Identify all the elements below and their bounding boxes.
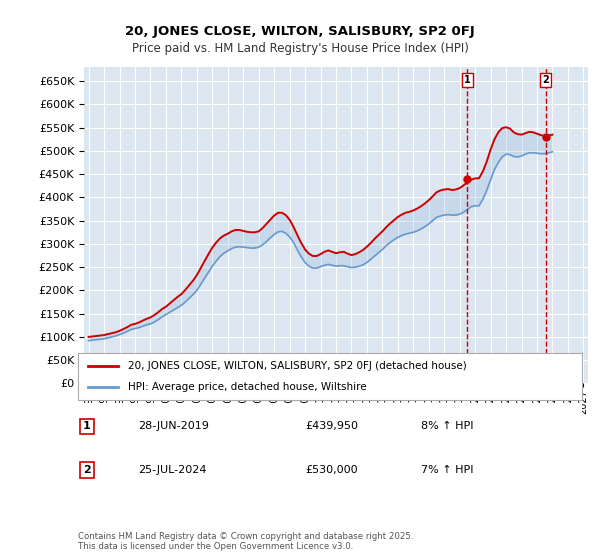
Text: 2: 2 [542,75,549,85]
Text: 8% ↑ HPI: 8% ↑ HPI [421,421,473,431]
Text: 1: 1 [83,421,91,431]
Text: £530,000: £530,000 [305,465,358,475]
Text: £439,950: £439,950 [305,421,358,431]
Text: 25-JUL-2024: 25-JUL-2024 [139,465,207,475]
Text: 1: 1 [464,75,471,85]
Text: 2: 2 [83,465,91,475]
Text: 20, JONES CLOSE, WILTON, SALISBURY, SP2 0FJ: 20, JONES CLOSE, WILTON, SALISBURY, SP2 … [125,25,475,38]
Text: 28-JUN-2019: 28-JUN-2019 [139,421,209,431]
Text: HPI: Average price, detached house, Wiltshire: HPI: Average price, detached house, Wilt… [128,382,367,392]
Text: Contains HM Land Registry data © Crown copyright and database right 2025.
This d: Contains HM Land Registry data © Crown c… [78,532,413,552]
Text: Price paid vs. HM Land Registry's House Price Index (HPI): Price paid vs. HM Land Registry's House … [131,42,469,55]
Text: 7% ↑ HPI: 7% ↑ HPI [421,465,473,475]
Text: 20, JONES CLOSE, WILTON, SALISBURY, SP2 0FJ (detached house): 20, JONES CLOSE, WILTON, SALISBURY, SP2 … [128,361,467,371]
